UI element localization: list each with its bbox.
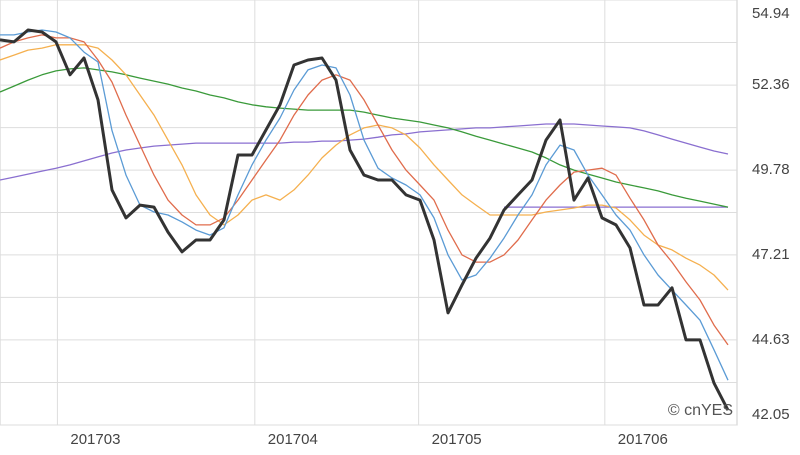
y-tick-label: 54.94 — [752, 5, 790, 22]
x-tick-label: 201704 — [268, 431, 318, 448]
watermark: © cnYES — [668, 402, 733, 419]
y-tick-label: 49.78 — [752, 161, 790, 178]
y-tick-label: 52.36 — [752, 76, 790, 93]
x-tick-label: 201705 — [432, 431, 482, 448]
y-tick-label: 42.05 — [752, 406, 790, 423]
x-tick-label: 201706 — [618, 431, 668, 448]
line-series — [0, 28, 730, 411]
line-series — [0, 29, 729, 381]
y-tick-label: 44.63 — [752, 331, 790, 348]
line-series — [0, 44, 729, 291]
line-series — [0, 34, 729, 346]
y-tick-label: 47.21 — [752, 246, 790, 263]
x-tick-label: 201703 — [70, 431, 120, 448]
line-series — [0, 67, 729, 208]
